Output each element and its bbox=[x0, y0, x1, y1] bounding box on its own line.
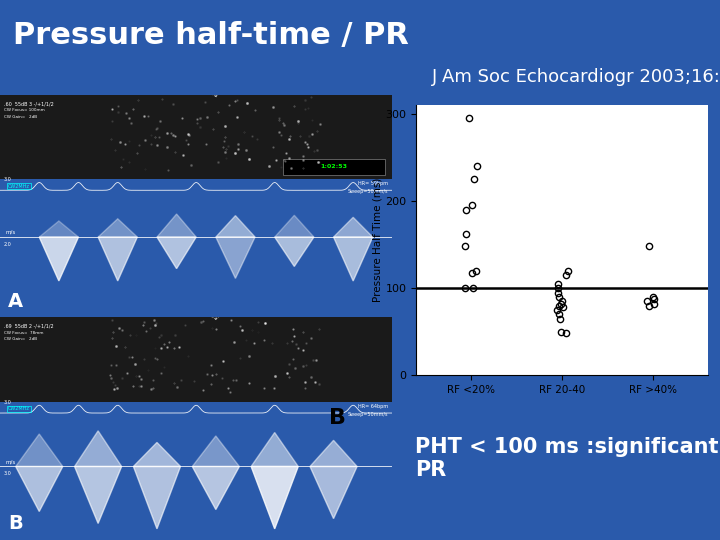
Polygon shape bbox=[251, 433, 298, 467]
Text: J Am Soc Echocardiogr 2003;16:1057–: J Am Soc Echocardiogr 2003;16:1057– bbox=[432, 69, 720, 86]
Polygon shape bbox=[98, 237, 138, 281]
Polygon shape bbox=[333, 237, 373, 281]
Text: 3.0: 3.0 bbox=[4, 177, 12, 182]
Text: 3.0: 3.0 bbox=[4, 471, 12, 476]
Text: 1:02:53: 1:02:53 bbox=[320, 164, 347, 170]
Text: HR= 64bpm: HR= 64bpm bbox=[359, 404, 389, 409]
Text: B: B bbox=[8, 514, 22, 534]
Polygon shape bbox=[133, 467, 181, 529]
Text: CW Gain=   2dB: CW Gain= 2dB bbox=[4, 114, 37, 119]
Polygon shape bbox=[333, 217, 373, 237]
Polygon shape bbox=[251, 467, 298, 529]
Text: CW Focus=  78mm: CW Focus= 78mm bbox=[4, 330, 43, 335]
Polygon shape bbox=[192, 436, 239, 467]
Text: PHT < 100 ms :significant
PR: PHT < 100 ms :significant PR bbox=[415, 437, 719, 480]
Polygon shape bbox=[98, 219, 138, 237]
Polygon shape bbox=[275, 237, 314, 266]
Bar bbox=[0, 317, 392, 402]
Text: .69  55dB 2 -/+1/1/2: .69 55dB 2 -/+1/1/2 bbox=[4, 324, 53, 329]
Text: Sweep=50mm/s: Sweep=50mm/s bbox=[348, 412, 389, 417]
Polygon shape bbox=[310, 467, 357, 518]
Text: 2.0: 2.0 bbox=[4, 241, 12, 247]
Text: Pressure half-time / PR: Pressure half-time / PR bbox=[13, 22, 409, 50]
Text: CW Focus= 100mm: CW Focus= 100mm bbox=[4, 108, 45, 112]
Polygon shape bbox=[40, 237, 78, 281]
Text: HR= 59bpm: HR= 59bpm bbox=[359, 181, 389, 186]
Text: m/s: m/s bbox=[6, 459, 16, 464]
Bar bbox=[0, 94, 392, 179]
Polygon shape bbox=[75, 431, 122, 467]
Polygon shape bbox=[75, 467, 122, 523]
Polygon shape bbox=[310, 440, 357, 467]
Polygon shape bbox=[157, 214, 196, 237]
Text: B: B bbox=[328, 408, 346, 428]
Polygon shape bbox=[16, 467, 63, 511]
Text: CW2MHz: CW2MHz bbox=[8, 406, 30, 411]
Polygon shape bbox=[157, 237, 196, 268]
Polygon shape bbox=[216, 215, 255, 237]
Text: 3.0: 3.0 bbox=[4, 400, 12, 404]
Y-axis label: Pressure Half Time (ms): Pressure Half Time (ms) bbox=[372, 178, 382, 302]
Text: m/s: m/s bbox=[6, 230, 16, 235]
Text: .60  55dB 3 -/+1/1/2: .60 55dB 3 -/+1/1/2 bbox=[4, 101, 54, 106]
Text: CW Gain=   2dB: CW Gain= 2dB bbox=[4, 338, 37, 341]
Bar bbox=[282, 159, 384, 175]
Text: A: A bbox=[8, 292, 23, 310]
Polygon shape bbox=[275, 215, 314, 237]
Polygon shape bbox=[40, 221, 78, 237]
Polygon shape bbox=[192, 467, 239, 510]
Text: CW2MHz: CW2MHz bbox=[8, 184, 30, 188]
Polygon shape bbox=[16, 434, 63, 467]
Polygon shape bbox=[133, 442, 181, 467]
Text: Sweep=50mm/s: Sweep=50mm/s bbox=[348, 189, 389, 194]
Polygon shape bbox=[216, 237, 255, 279]
